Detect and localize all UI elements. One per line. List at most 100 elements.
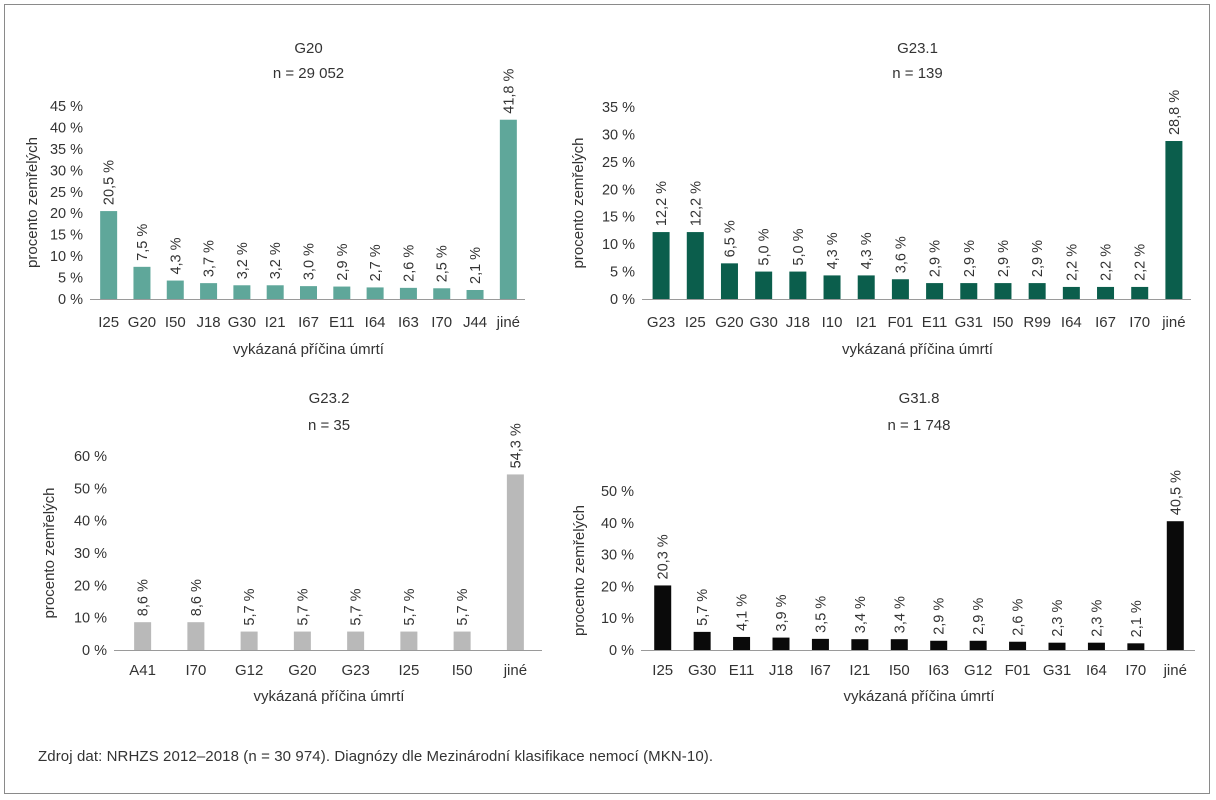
x-tick-label: I50 — [889, 662, 910, 679]
data-label: 4,3 % — [825, 232, 841, 269]
x-tick-label: F01 — [1005, 662, 1031, 679]
bar-I25 — [100, 211, 118, 299]
data-label: 2,9 % — [928, 240, 944, 277]
x-tick-label: E11 — [729, 662, 755, 679]
data-label: 5,0 % — [757, 228, 773, 265]
y-axis-label: procento zemřelých — [24, 137, 41, 268]
data-label: 5,7 % — [455, 588, 471, 625]
x-tick-label: G20 — [715, 314, 743, 331]
bar-G31 — [1048, 642, 1066, 650]
data-label: 3,4 % — [892, 596, 908, 633]
x-tick-label: G23 — [647, 314, 675, 331]
y-tick-label: 40 % — [601, 516, 634, 532]
y-tick-label: 35 % — [602, 100, 635, 116]
y-tick-label: 15 % — [602, 210, 635, 226]
data-label: 28,8 % — [1167, 90, 1183, 135]
x-tick-label: G20 — [288, 662, 316, 679]
chart-title: G23.1 — [897, 40, 938, 57]
data-label: 2,3 % — [1089, 600, 1105, 637]
data-label: 8,6 % — [136, 579, 152, 616]
data-label: 3,2 % — [268, 242, 284, 279]
x-tick-label: I50 — [993, 314, 1014, 331]
data-label: 5,7 % — [349, 588, 365, 625]
data-label: 2,9 % — [335, 243, 351, 280]
y-tick-label: 45 % — [50, 99, 83, 115]
x-tick-label: G30 — [749, 314, 777, 331]
x-tick-label: A41 — [129, 662, 156, 679]
x-axis-label: vykázaná příčina úmrtí — [233, 341, 385, 358]
x-tick-label: R99 — [1023, 314, 1051, 331]
x-tick-label: G31 — [1043, 662, 1071, 679]
x-tick-label: I50 — [165, 314, 186, 331]
data-label: 5,7 % — [295, 588, 311, 625]
x-tick-label: jiné — [496, 314, 520, 331]
bar-G12 — [240, 631, 258, 650]
y-tick-label: 10 % — [74, 611, 107, 627]
chart-panel-g20: G20 n = 29 052 procento zemřelých 0 % 5 % 10 … — [24, 40, 525, 358]
y-tick-label: 30 % — [50, 163, 83, 179]
y-tick-label: 25 % — [602, 155, 635, 171]
bar-I70 — [1131, 286, 1149, 299]
bar-E11 — [926, 283, 944, 299]
x-tick-label: I67 — [298, 314, 319, 331]
y-tick-label: 10 % — [50, 249, 83, 265]
chart-subtitle: n = 29 052 — [273, 65, 344, 82]
x-tick-label: jiné — [503, 662, 527, 679]
data-label: 7,5 % — [135, 224, 151, 261]
bar-jiné — [1165, 141, 1183, 299]
data-label: 12,2 % — [688, 181, 704, 226]
data-label: 12,2 % — [654, 181, 670, 226]
y-tick-label: 15 % — [50, 228, 83, 244]
x-tick-label: G31 — [955, 314, 983, 331]
x-tick-label: I63 — [928, 662, 949, 679]
y-tick-label: 50 % — [601, 484, 634, 500]
chart-subtitle: n = 35 — [308, 417, 350, 434]
y-tick-label: 0 % — [58, 292, 83, 308]
x-tick-label: J18 — [786, 314, 810, 331]
x-tick-label: E11 — [922, 314, 948, 331]
bar-I70 — [433, 288, 451, 299]
x-tick-label: I64 — [365, 314, 386, 331]
data-label: 54,3 % — [508, 423, 524, 468]
bar-F01 — [891, 279, 909, 299]
bar-I25 — [654, 585, 672, 650]
data-label: 4,3 % — [168, 237, 184, 274]
y-tick-label: 0 % — [610, 292, 635, 308]
y-tick-label: 30 % — [74, 546, 107, 562]
bar-I70 — [187, 622, 205, 650]
y-tick-label: 5 % — [610, 265, 635, 281]
y-tick-label: 20 % — [601, 579, 634, 595]
bar-I64 — [1087, 642, 1105, 650]
data-label: 2,1 % — [468, 247, 484, 284]
x-tick-label: I25 — [98, 314, 119, 331]
x-tick-label: J18 — [769, 662, 793, 679]
data-label: 3,0 % — [302, 243, 318, 280]
chart-panel-g318: G31.8 n = 1 748 procento zemřelých 0 % 10 % 2… — [571, 390, 1195, 705]
bar-I70 — [1127, 643, 1145, 650]
data-label: 6,5 % — [722, 220, 738, 257]
bar-I67 — [811, 638, 829, 650]
data-label: 2,1 % — [1129, 600, 1145, 637]
x-tick-label: I21 — [265, 314, 286, 331]
data-label: 40,5 % — [1168, 470, 1184, 515]
data-label: 41,8 % — [501, 68, 517, 113]
x-axis-label: vykázaná příčina úmrtí — [842, 341, 994, 358]
bar-G30 — [233, 285, 251, 299]
bar-F01 — [1009, 641, 1027, 650]
data-label: 5,7 % — [402, 588, 418, 625]
x-tick-label: I70 — [185, 662, 206, 679]
bar-J18 — [772, 637, 790, 650]
x-tick-label: I67 — [1095, 314, 1116, 331]
bar-G23 — [652, 232, 670, 299]
x-tick-label: I25 — [398, 662, 419, 679]
x-tick-label: I64 — [1086, 662, 1107, 679]
x-tick-label: G30 — [688, 662, 716, 679]
x-tick-label: I64 — [1061, 314, 1082, 331]
data-label: 5,7 % — [695, 589, 711, 626]
bar-G20 — [720, 263, 738, 299]
x-tick-label: J18 — [196, 314, 220, 331]
x-tick-label: I25 — [685, 314, 706, 331]
x-tick-label: G20 — [128, 314, 156, 331]
data-label: 3,7 % — [202, 240, 218, 277]
